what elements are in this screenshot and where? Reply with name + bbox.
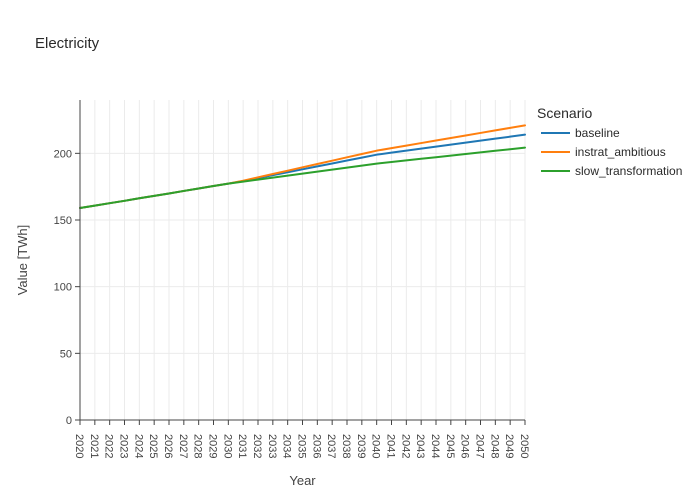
x-tick-label: 2035	[296, 434, 308, 458]
x-tick-label: 2031	[236, 434, 248, 458]
x-tick-label: 2041	[385, 434, 397, 458]
x-tick-label: 2034	[281, 434, 293, 458]
y-tick-label: 200	[54, 148, 72, 160]
y-tick-label: 50	[60, 348, 72, 360]
x-tick-label: 2028	[192, 434, 204, 458]
x-tick-label: 2049	[503, 434, 515, 458]
legend-label-instrat_ambitious: instrat_ambitious	[575, 145, 666, 159]
y-axis-title: Value [TWh]	[15, 225, 30, 296]
x-tick-label: 2038	[340, 434, 352, 458]
x-tick-label: 2022	[103, 434, 115, 458]
x-tick-label: 2024	[132, 434, 144, 458]
x-tick-label: 2039	[355, 434, 367, 458]
x-tick-label: 2030	[221, 434, 233, 458]
legend-title: Scenario	[537, 105, 592, 121]
x-tick-label: 2033	[266, 434, 278, 458]
x-tick-label: 2040	[370, 434, 382, 458]
x-tick-label: 2048	[488, 434, 500, 458]
grid	[79, 100, 526, 421]
series-line-slow_transformation	[79, 146, 526, 209]
legend-label-baseline: baseline	[575, 126, 620, 140]
x-tick-label: 2047	[474, 434, 486, 458]
x-tick-label: 2021	[88, 434, 100, 458]
x-tick-label: 2026	[162, 434, 174, 458]
chart-title: Electricity	[35, 35, 100, 52]
x-tick-label: 2044	[429, 434, 441, 458]
x-tick-label: 2025	[147, 434, 159, 458]
x-tick-label: 2032	[251, 434, 263, 458]
x-tick-label: 2037	[325, 434, 337, 458]
x-tick-label: 2020	[73, 434, 85, 458]
axes: 2020 2021 2022 2023 2024 2025 2026 2027 2028 2029…	[15, 100, 530, 488]
x-tick-label: 2036	[310, 434, 322, 458]
x-tick-label: 2045	[444, 434, 456, 458]
x-axis-title: Year	[289, 473, 316, 488]
legend-label-slow_transformation: slow_transformation	[575, 164, 682, 178]
x-tick-label: 2043	[414, 434, 426, 458]
legend: Scenario baseline instrat_ambitious slow_tr…	[537, 105, 682, 178]
x-tick-label: 2050	[518, 434, 530, 458]
x-tick-label: 2023	[118, 434, 130, 458]
y-tick-label: 0	[66, 415, 72, 427]
x-tick-label: 2046	[459, 434, 471, 458]
x-tick-label: 2027	[177, 434, 189, 458]
series-layer	[79, 124, 526, 209]
y-tick-label: 100	[54, 282, 72, 294]
x-tick-label: 2029	[207, 434, 219, 458]
y-tick-label: 150	[54, 215, 72, 227]
x-tick-label: 2042	[399, 434, 411, 458]
